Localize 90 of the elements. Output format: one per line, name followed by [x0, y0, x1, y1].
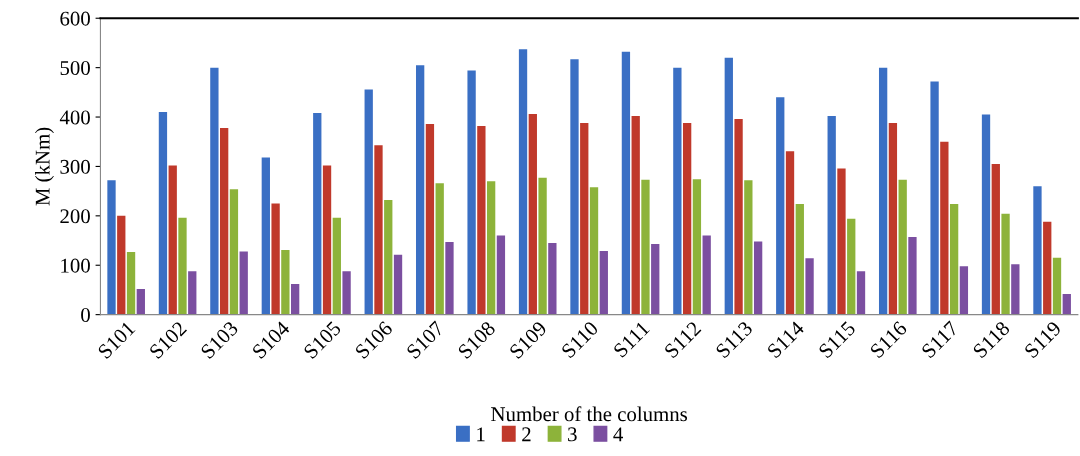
bar [744, 180, 753, 315]
bar [210, 67, 219, 315]
bar [384, 200, 393, 315]
bar [117, 215, 126, 315]
bar [168, 165, 177, 315]
bar [486, 181, 496, 315]
bar [290, 284, 300, 315]
bar [570, 59, 579, 315]
bar [425, 123, 435, 315]
y-tick-label: 100 [61, 258, 90, 273]
bar [136, 288, 145, 315]
legend-label: 1 [477, 427, 485, 442]
bar [281, 249, 290, 315]
bar [724, 57, 733, 315]
bar [1001, 213, 1010, 315]
y-tick-label: 600 [60, 11, 90, 26]
bar [753, 241, 763, 315]
bar [888, 122, 898, 315]
x-axis-title: Number of the columns [491, 406, 688, 422]
bar [178, 217, 187, 315]
y-axis-title: M (kNm) [35, 127, 54, 206]
bar [827, 116, 836, 315]
bar [878, 67, 888, 315]
bar [496, 235, 506, 315]
bar [856, 271, 866, 315]
bar [682, 122, 692, 315]
bar [393, 254, 403, 315]
bar [795, 203, 804, 315]
bar [1052, 257, 1062, 315]
bar [477, 125, 486, 315]
y-tick-label: 400 [59, 110, 90, 125]
bar [981, 114, 991, 315]
bar [528, 114, 537, 315]
bar [641, 179, 650, 315]
bar [188, 271, 197, 315]
bar [435, 183, 444, 315]
bar [342, 271, 351, 315]
bar [776, 97, 785, 315]
bar [908, 237, 917, 315]
bar [364, 89, 373, 315]
bar [805, 258, 814, 315]
y-tick-label: 0 [81, 308, 90, 323]
legend-label: 4 [613, 427, 624, 442]
y-tick-label: 200 [60, 209, 90, 224]
bar [898, 179, 907, 315]
bar [1043, 221, 1052, 315]
bar [158, 112, 168, 315]
y-tick-label: 300 [60, 159, 90, 174]
legend-label: 3 [568, 427, 577, 442]
bar [107, 180, 116, 315]
y-tick-label: 500 [60, 61, 90, 76]
bar [692, 179, 702, 315]
bar [847, 218, 856, 315]
bar [959, 266, 969, 315]
bar [271, 203, 280, 315]
bar [949, 203, 959, 315]
bar [538, 177, 547, 315]
bar [374, 145, 383, 315]
bar [416, 65, 425, 315]
bar [589, 187, 599, 315]
bar [322, 165, 332, 315]
bar [702, 235, 711, 315]
bar [621, 51, 631, 315]
bar [332, 217, 341, 315]
bar [599, 250, 608, 315]
bar [631, 116, 640, 315]
bar [261, 157, 270, 315]
bar [518, 49, 528, 315]
bar [313, 113, 322, 315]
bar [734, 119, 743, 315]
bar [673, 67, 682, 315]
bar [229, 189, 239, 315]
legend-label: 2 [522, 427, 531, 442]
bar [785, 151, 795, 315]
bar [445, 242, 454, 315]
bar [126, 251, 136, 315]
bar [1033, 186, 1042, 315]
bar [467, 70, 476, 315]
bar [930, 81, 939, 315]
bar [651, 244, 660, 315]
bar [548, 243, 557, 315]
bar [940, 141, 949, 315]
bar [837, 168, 846, 315]
bar [991, 163, 1000, 315]
bar [580, 122, 589, 315]
bar [220, 127, 229, 315]
bar [239, 251, 248, 315]
x-tick-label: S111 [612, 320, 651, 359]
bar [1062, 293, 1071, 315]
bar [1011, 264, 1020, 315]
